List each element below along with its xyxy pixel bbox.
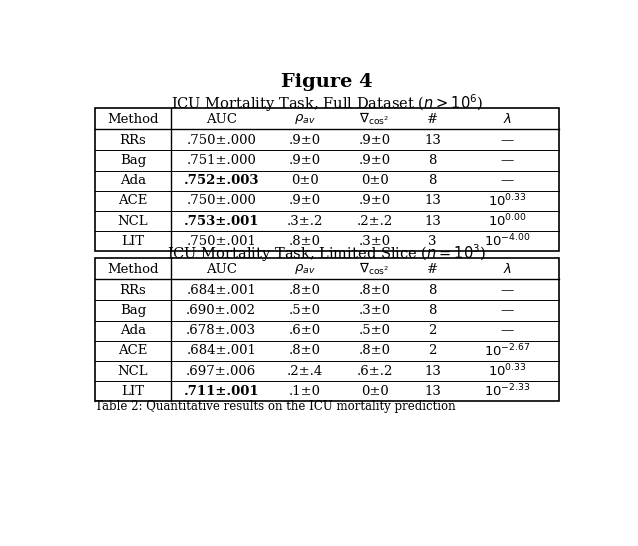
Text: ICU Mortality Task, Limited Slice ($n = 10^3$): ICU Mortality Task, Limited Slice ($n = … (167, 242, 487, 264)
Text: $\lambda$: $\lambda$ (503, 112, 512, 126)
Text: NCL: NCL (117, 215, 148, 228)
Text: Bag: Bag (120, 304, 146, 317)
Text: ACE: ACE (118, 194, 147, 207)
Text: .9±0: .9±0 (289, 194, 321, 207)
Text: $10^{-2.33}$: $10^{-2.33}$ (484, 383, 530, 400)
Text: 0±0: 0±0 (360, 385, 389, 398)
Text: —: — (500, 174, 514, 187)
Text: —: — (500, 134, 514, 147)
Text: .1±0: .1±0 (289, 385, 321, 398)
Text: .690±.002: .690±.002 (186, 304, 256, 317)
Text: LIT: LIT (121, 385, 144, 398)
Text: .753±.001: .753±.001 (184, 215, 259, 228)
Text: .9±0: .9±0 (359, 194, 390, 207)
Text: .8±0: .8±0 (359, 284, 390, 297)
Text: Method: Method (107, 113, 159, 126)
Text: $10^{-2.67}$: $10^{-2.67}$ (484, 342, 530, 359)
Text: .752±.003: .752±.003 (184, 174, 259, 187)
Text: .9±0: .9±0 (359, 134, 390, 147)
Text: .8±0: .8±0 (289, 345, 321, 358)
Text: $\lambda$: $\lambda$ (503, 262, 512, 276)
Text: 0±0: 0±0 (291, 174, 319, 187)
Text: .750±.000: .750±.000 (186, 134, 256, 147)
Text: 2: 2 (429, 324, 437, 337)
Text: Figure 4: Figure 4 (281, 73, 373, 91)
Text: 0±0: 0±0 (360, 174, 389, 187)
Text: 3: 3 (429, 235, 437, 248)
Bar (94, 108, 560, 251)
Text: #: # (427, 263, 438, 276)
Text: 13: 13 (424, 215, 441, 228)
Text: AUC: AUC (205, 263, 237, 276)
Text: .750±.000: .750±.000 (186, 194, 256, 207)
Text: RRs: RRs (119, 284, 146, 297)
Text: .750±.001: .750±.001 (186, 235, 256, 248)
Text: .6±0: .6±0 (289, 324, 321, 337)
Text: .3±0: .3±0 (359, 235, 390, 248)
Text: .2±.4: .2±.4 (286, 365, 323, 378)
Text: $\rho_{av}$: $\rho_{av}$ (294, 262, 316, 276)
Text: $\nabla_{\cos^2}$: $\nabla_{\cos^2}$ (359, 262, 390, 277)
Text: .5±0: .5±0 (359, 324, 390, 337)
Text: 8: 8 (429, 304, 437, 317)
Text: .9±0: .9±0 (289, 134, 321, 147)
Text: $\nabla_{\cos^2}$: $\nabla_{\cos^2}$ (359, 111, 390, 127)
Text: Method: Method (107, 263, 159, 276)
Text: —: — (500, 154, 514, 167)
Text: .8±0: .8±0 (359, 345, 390, 358)
Text: .751±.000: .751±.000 (186, 154, 256, 167)
Text: 13: 13 (424, 365, 441, 378)
Text: .684±.001: .684±.001 (186, 345, 256, 358)
Text: .6±.2: .6±.2 (357, 365, 393, 378)
Text: .2±.2: .2±.2 (357, 215, 393, 228)
Text: .3±0: .3±0 (359, 304, 390, 317)
Text: 13: 13 (424, 385, 441, 398)
Text: $10^{0.00}$: $10^{0.00}$ (487, 213, 526, 229)
Text: —: — (500, 324, 514, 337)
Text: Ada: Ada (120, 324, 146, 337)
Text: .711±.001: .711±.001 (183, 385, 259, 398)
Text: —: — (500, 304, 514, 317)
Text: .3±.2: .3±.2 (286, 215, 323, 228)
Text: Bag: Bag (120, 154, 146, 167)
Text: 13: 13 (424, 194, 441, 207)
Text: .5±0: .5±0 (289, 304, 321, 317)
Text: .9±0: .9±0 (289, 154, 321, 167)
Text: 13: 13 (424, 134, 441, 147)
Text: RRs: RRs (119, 134, 146, 147)
Text: NCL: NCL (117, 365, 148, 378)
Text: —: — (500, 284, 514, 297)
Text: .8±0: .8±0 (289, 284, 321, 297)
Text: AUC: AUC (205, 113, 237, 126)
Text: 8: 8 (429, 154, 437, 167)
Text: $10^{0.33}$: $10^{0.33}$ (487, 363, 526, 379)
Text: 8: 8 (429, 174, 437, 187)
Text: #: # (427, 113, 438, 126)
Text: .697±.006: .697±.006 (186, 365, 256, 378)
Text: ICU Mortality Task, Full Dataset ($n > 10^6$): ICU Mortality Task, Full Dataset ($n > 1… (171, 92, 483, 114)
Text: $10^{-4.00}$: $10^{-4.00}$ (484, 233, 530, 250)
Text: 2: 2 (429, 345, 437, 358)
Text: Ada: Ada (120, 174, 146, 187)
Text: 8: 8 (429, 284, 437, 297)
Text: .9±0: .9±0 (359, 154, 390, 167)
Text: ACE: ACE (118, 345, 147, 358)
Text: .684±.001: .684±.001 (186, 284, 256, 297)
Text: $10^{0.33}$: $10^{0.33}$ (487, 193, 526, 209)
Bar (94, 258, 560, 401)
Text: $\rho_{av}$: $\rho_{av}$ (294, 112, 316, 126)
Text: LIT: LIT (121, 235, 144, 248)
Text: .678±.003: .678±.003 (186, 324, 256, 337)
Text: Table 2: Quantitative results on the ICU mortality prediction: Table 2: Quantitative results on the ICU… (94, 400, 455, 413)
Text: .8±0: .8±0 (289, 235, 321, 248)
